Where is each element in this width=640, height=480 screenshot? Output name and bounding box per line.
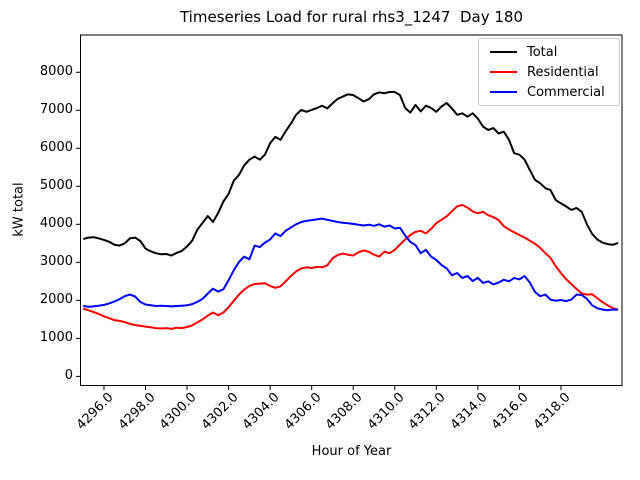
legend-item-residential: Residential: [479, 62, 619, 82]
x-axis-label: Hour of Year: [311, 444, 392, 459]
legend: Total Residential Commercial: [478, 38, 620, 106]
residential-line: [82, 203, 619, 330]
y-tick-label: 5000: [39, 178, 73, 194]
commercial-line: [83, 217, 619, 312]
y-tick-label: 7000: [39, 102, 73, 118]
y-tick-label: 3000: [39, 254, 73, 270]
y-tick-label: 8000: [39, 64, 73, 80]
chart-title: Timeseries Load for rural rhs3_1247 Day …: [179, 8, 523, 26]
y-tick-label: 2000: [39, 292, 73, 308]
legend-item-total: Total: [479, 42, 619, 62]
y-tick-label: 6000: [39, 140, 73, 156]
legend-line-sample-residential: [490, 71, 517, 73]
y-tick-label: 0: [64, 368, 73, 384]
legend-item-commercial: Commercial: [479, 82, 619, 102]
axes-spines: [80, 34, 623, 386]
legend-label-commercial: Commercial: [527, 84, 605, 100]
legend-line-sample-total: [490, 51, 517, 53]
legend-label-residential: Residential: [527, 64, 599, 80]
legend-line-sample-commercial: [490, 91, 517, 93]
legend-label-total: Total: [527, 44, 558, 60]
total-line: [82, 91, 619, 257]
y-tick-label: 4000: [39, 216, 73, 232]
y-tick-label: 1000: [39, 330, 73, 346]
